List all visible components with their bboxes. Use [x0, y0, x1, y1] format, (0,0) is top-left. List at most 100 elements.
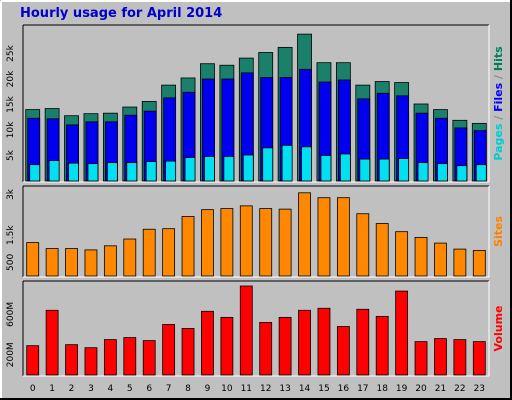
bar-volume-10 [220, 316, 234, 376]
bar-sites-19 [395, 231, 409, 277]
y-tick-label: 600M [6, 302, 16, 327]
panel-label-sites: Sites [492, 216, 505, 247]
bar-volume-8 [181, 328, 195, 376]
bar-pages-20 [417, 162, 429, 182]
series-volume [26, 285, 486, 376]
bar-pages-6 [145, 161, 157, 182]
bar-pages-15 [320, 155, 332, 182]
x-tick-label: 20 [415, 384, 427, 394]
x-tick-label: 23 [474, 384, 485, 394]
bar-sites-13 [278, 208, 292, 277]
x-tick-label: 3 [88, 384, 94, 394]
bar-volume-22 [453, 339, 467, 376]
y-tick-label: 20k [6, 70, 16, 87]
bar-pages-22 [456, 165, 468, 182]
x-axis-labels: 0 1 2 3 4 5 6 7 8 9 10 11 12 13 14 15 16 17 18 19 20 21 22 23 [30, 384, 485, 394]
bar-volume-19 [395, 290, 409, 376]
x-tick-label: 16 [338, 384, 350, 394]
y-tick-label: 3k [6, 188, 16, 200]
bar-pages-19 [398, 158, 410, 182]
bar-volume-16 [336, 326, 350, 376]
bar-sites-15 [317, 197, 331, 277]
bar-volume-2 [65, 344, 78, 376]
bar-pages-2 [68, 162, 79, 182]
panel-label-part: / [492, 112, 505, 124]
x-tick-label: 6 [146, 384, 152, 394]
panel-label-part: Hits [492, 46, 505, 71]
bar-pages-17 [359, 158, 371, 182]
y-tick-label: 5k [6, 149, 16, 161]
bar-volume-20 [414, 341, 428, 376]
bar-sites-14 [298, 192, 311, 277]
bar-volume-13 [278, 316, 292, 376]
x-tick-label: 12 [260, 384, 271, 394]
bar-volume-11 [239, 285, 253, 376]
bar-pages-1 [48, 160, 60, 182]
bar-sites-1 [45, 248, 59, 277]
bar-sites-0 [26, 242, 40, 277]
bar-sites-5 [123, 238, 137, 277]
series-pages [29, 144, 487, 182]
bar-volume-12 [259, 322, 273, 376]
bar-sites-11 [239, 205, 253, 277]
x-tick-label: 18 [376, 384, 388, 394]
bar-volume-17 [356, 308, 370, 376]
bar-sites-23 [472, 250, 486, 277]
bar-sites-22 [453, 248, 467, 277]
x-tick-label: 10 [221, 384, 233, 394]
panel-volume: 200M 600M Volume [6, 280, 505, 377]
x-tick-label: 11 [241, 384, 252, 394]
panel-label-hits: Pages / Files / Hits [492, 46, 505, 161]
x-tick-label: 2 [69, 384, 75, 394]
bar-pages-13 [281, 144, 293, 182]
x-tick-label: 4 [108, 384, 114, 394]
bar-volume-21 [434, 338, 447, 376]
bar-volume-6 [142, 340, 156, 376]
bar-pages-3 [87, 163, 99, 182]
bar-pages-23 [475, 164, 487, 182]
bar-sites-6 [142, 228, 156, 277]
x-tick-label: 8 [185, 384, 191, 394]
panel-label-volume: Volume [492, 306, 505, 352]
panel-label-part: Files [492, 82, 505, 112]
y-tick-label: 25k [6, 44, 16, 61]
panel-label-part: Pages [492, 123, 505, 161]
y-tick-label: 10k [6, 121, 16, 138]
bar-pages-9 [204, 156, 215, 182]
y-tick-label: 15k [6, 95, 16, 112]
x-tick-label: 14 [299, 384, 311, 394]
bar-pages-5 [126, 162, 138, 182]
bar-sites-7 [162, 228, 176, 277]
bar-sites-20 [414, 236, 428, 277]
panel-sites: 500 1.5k 3k Sites [6, 185, 505, 278]
bar-pages-0 [29, 164, 41, 182]
bar-volume-5 [123, 337, 137, 376]
panel-label-part: / [492, 71, 505, 83]
bar-pages-11 [242, 154, 254, 182]
x-tick-label: 15 [318, 384, 329, 394]
bar-pages-21 [437, 163, 448, 182]
bar-volume-4 [103, 339, 117, 376]
bar-pages-4 [106, 162, 118, 182]
bar-pages-7 [165, 160, 177, 182]
bar-sites-8 [181, 216, 195, 277]
bar-sites-9 [201, 209, 214, 277]
x-tick-label: 22 [454, 384, 465, 394]
x-tick-label: 7 [166, 384, 172, 394]
x-tick-label: 0 [30, 384, 36, 394]
bar-volume-3 [84, 347, 98, 376]
bar-volume-18 [375, 315, 389, 376]
panel-hits: 5k 10k 15k 20k 25k Pages / Files / Hits [6, 24, 505, 183]
bar-sites-18 [375, 223, 389, 277]
bar-sites-2 [65, 248, 78, 277]
bar-pages-18 [378, 158, 390, 182]
bar-volume-14 [298, 309, 311, 376]
bar-pages-16 [339, 153, 351, 182]
y-tick-label: 200M [6, 342, 16, 367]
y-tick-label: 500 [6, 254, 16, 271]
bar-sites-16 [336, 197, 350, 277]
bar-sites-21 [434, 242, 447, 277]
bar-sites-3 [84, 249, 98, 277]
bar-pages-14 [301, 146, 312, 182]
bar-volume-1 [45, 309, 59, 376]
